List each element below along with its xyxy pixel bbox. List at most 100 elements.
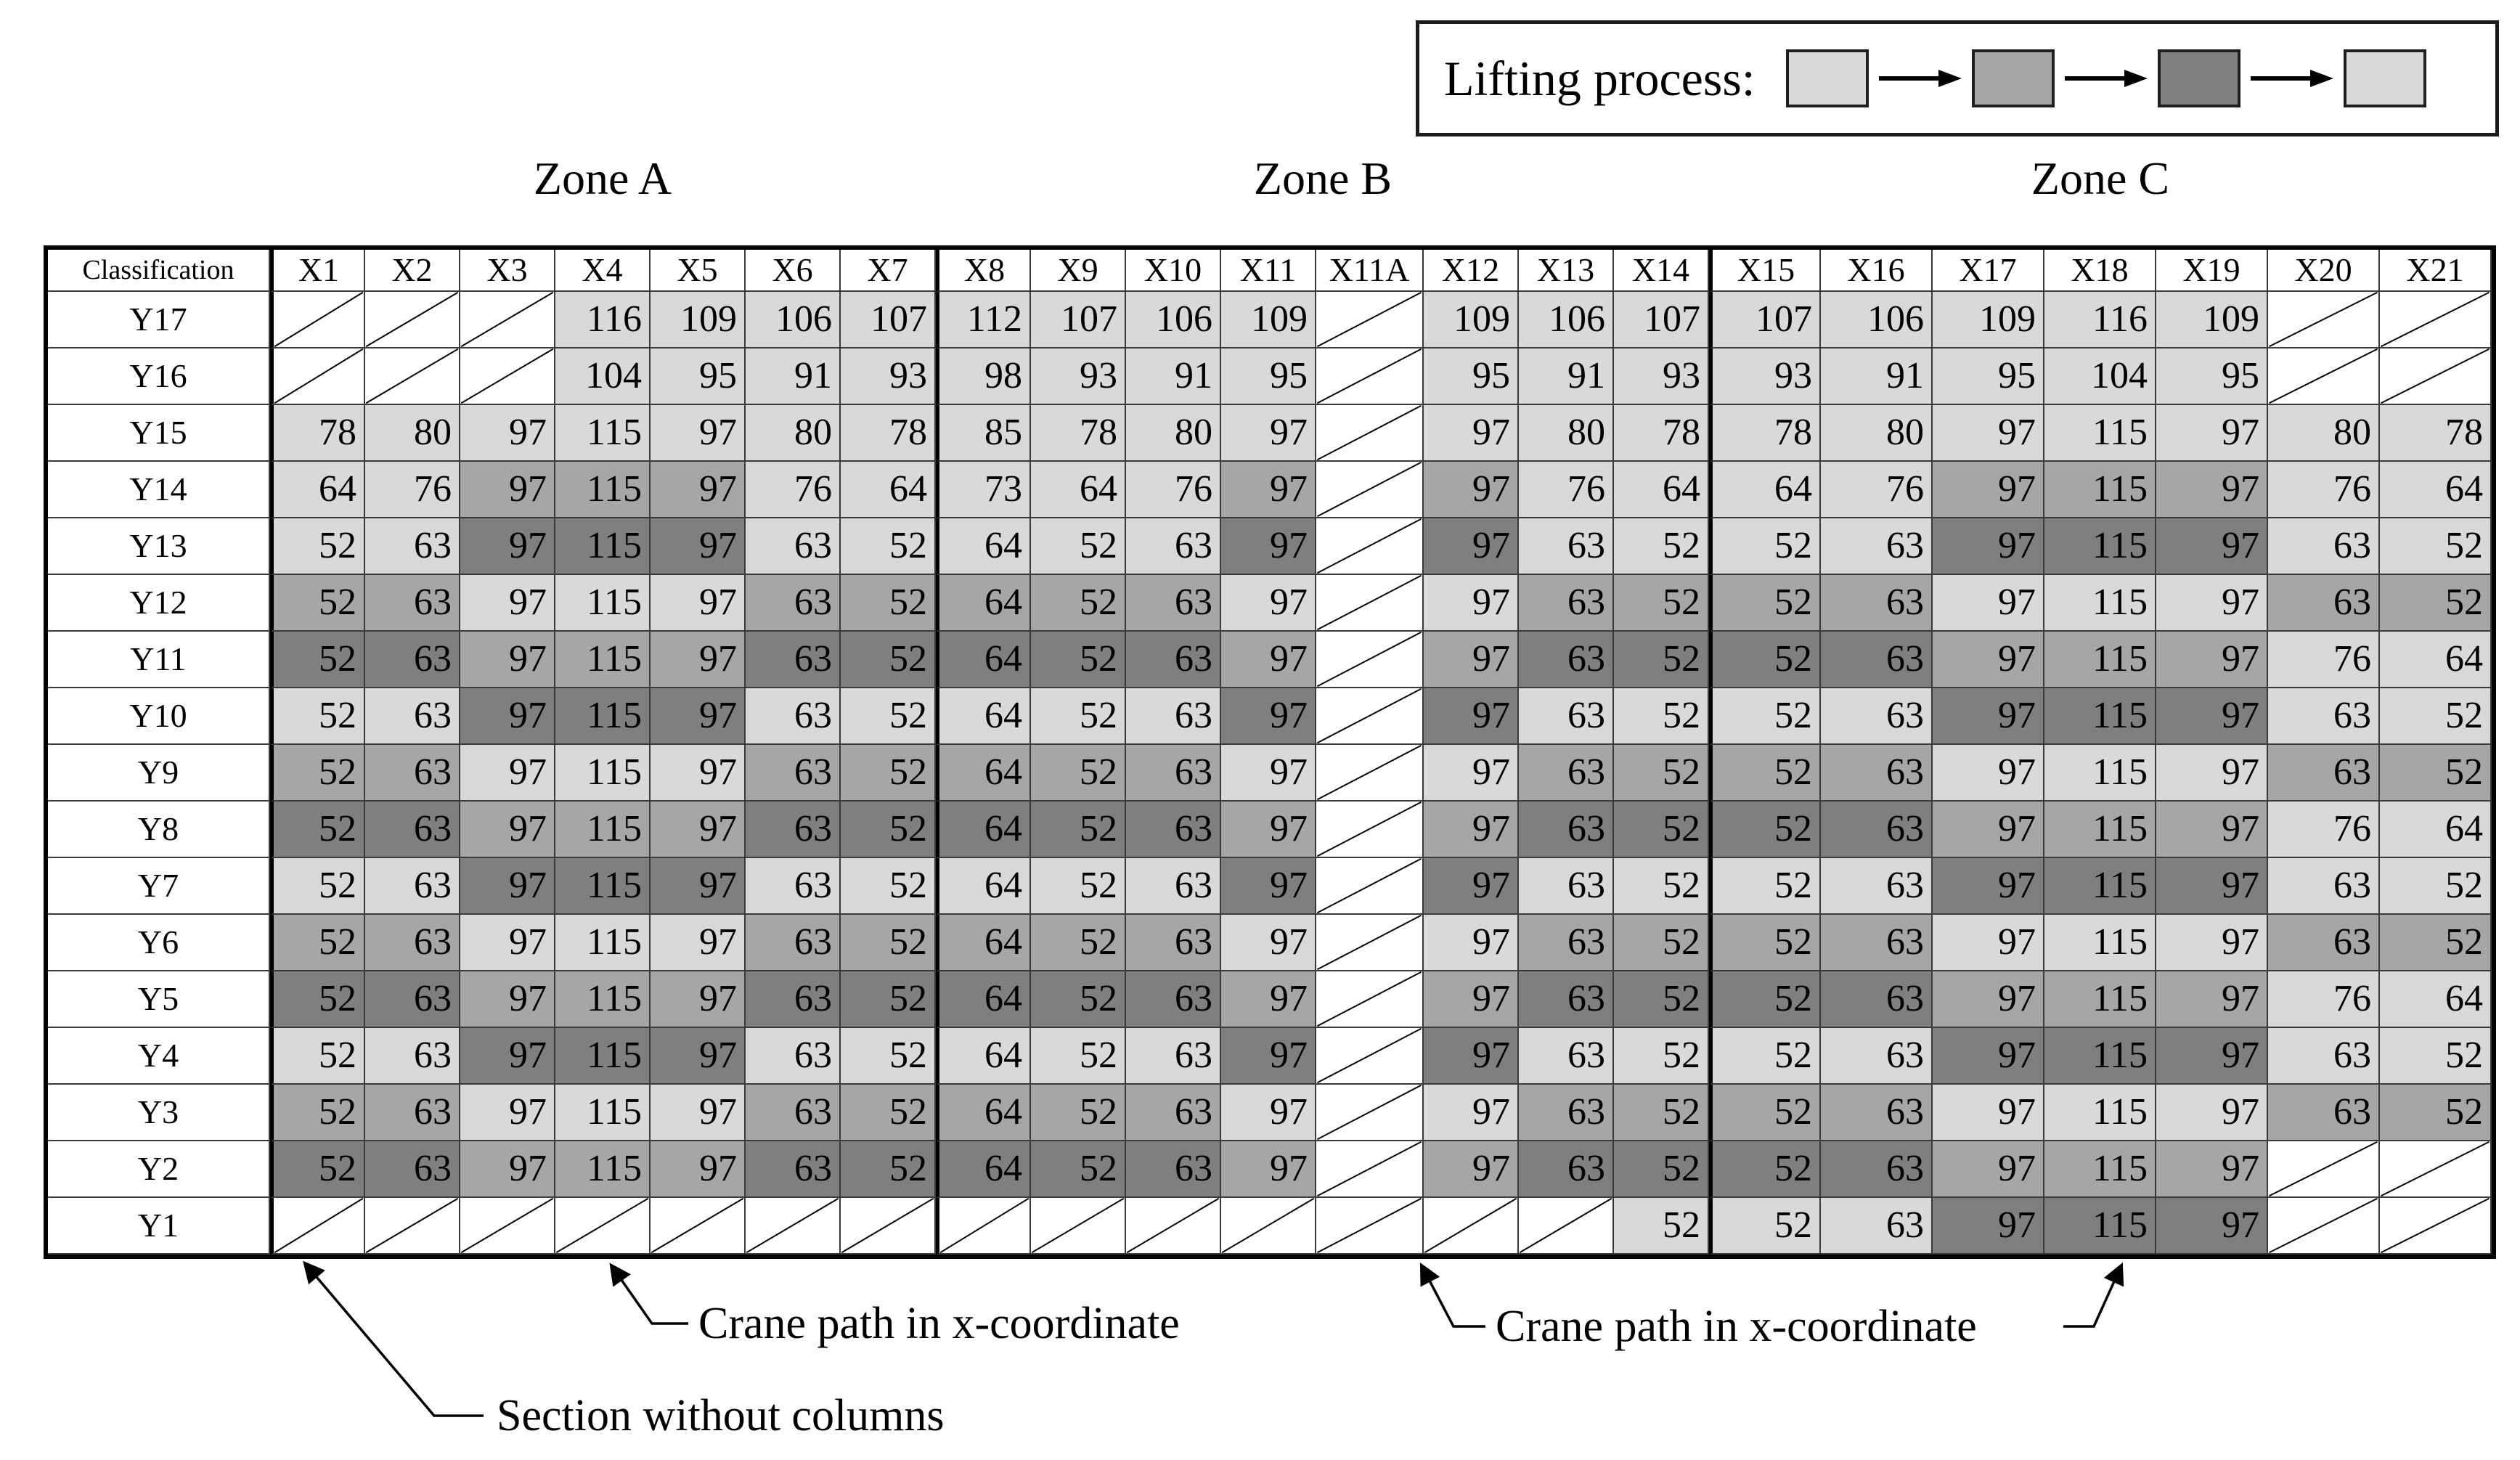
cell-X18-Y2: 115 (2044, 1141, 2156, 1198)
col-header-X21-value: X21 (2406, 251, 2464, 288)
cell-X17-Y1: 97 (1933, 1198, 2044, 1255)
cell-X1-Y4-value: 52 (319, 1035, 356, 1076)
cell-X15-Y4: 52 (1709, 1028, 1821, 1085)
cell-X20-Y4-value: 63 (2333, 1035, 2371, 1076)
cell-X11-Y15-value: 97 (1270, 412, 1308, 453)
cell-X3-Y3: 97 (460, 1085, 555, 1141)
col-header-X19-value: X19 (2182, 251, 2240, 288)
row-header-Y16-value: Y16 (129, 357, 187, 394)
cell-X21-Y12-value: 52 (2445, 582, 2483, 623)
cell-X19-Y4: 97 (2156, 1028, 2268, 1085)
crane-path-right-arrow-left (1419, 1263, 1485, 1328)
cell-X11-Y8-value: 97 (1270, 808, 1308, 849)
cell-X21-Y3: 52 (2380, 1085, 2492, 1141)
cell-X21-Y9-value: 52 (2445, 751, 2483, 793)
cell-X6-Y8-value: 63 (794, 808, 832, 849)
cell-X6-Y15-value: 80 (794, 412, 832, 453)
cell-X2-Y2: 63 (365, 1141, 460, 1198)
cell-X3-Y1 (460, 1198, 555, 1255)
cell-X9-Y14: 64 (1031, 462, 1126, 518)
cell-X13-Y8: 63 (1519, 802, 1614, 858)
cell-X11A-Y17 (1316, 292, 1424, 348)
cell-X12-Y7-value: 97 (1472, 865, 1510, 906)
cell-X13-Y9: 63 (1519, 745, 1614, 802)
cell-X3-Y8: 97 (460, 802, 555, 858)
cell-X2-Y10-value: 63 (414, 695, 452, 736)
cell-X10-Y3: 63 (1126, 1085, 1221, 1141)
cell-X3-Y5-value: 97 (509, 978, 547, 1019)
cell-X11-Y16: 95 (1221, 348, 1316, 405)
cell-X11A-Y9 (1316, 745, 1424, 802)
cell-X14-Y16-value: 93 (1663, 355, 1700, 396)
row-header-Y4-value: Y4 (137, 1037, 179, 1074)
cell-X7-Y13-value: 52 (889, 525, 927, 566)
col-header-X16: X16 (1821, 250, 1933, 292)
cell-X8-Y15: 85 (936, 405, 1031, 462)
cell-X19-Y13: 97 (2156, 518, 2268, 575)
cell-X17-Y16: 95 (1933, 348, 2044, 405)
cell-X9-Y13: 52 (1031, 518, 1126, 575)
cell-X10-Y9: 63 (1126, 745, 1221, 802)
cell-X14-Y5: 52 (1614, 971, 1709, 1028)
row-header-Y7-value: Y7 (137, 867, 179, 904)
cell-X10-Y12-value: 63 (1175, 582, 1212, 623)
cell-X6-Y14: 76 (746, 462, 841, 518)
cell-X8-Y9: 64 (936, 745, 1031, 802)
cell-X4-Y2-value: 115 (586, 1148, 642, 1189)
cell-X6-Y13: 63 (746, 518, 841, 575)
cell-X17-Y17: 109 (1933, 292, 2044, 348)
cell-X11-Y13-value: 97 (1270, 525, 1308, 566)
cell-X14-Y17-value: 107 (1644, 298, 1700, 340)
cell-X7-Y7: 52 (841, 858, 936, 915)
cell-X18-Y17: 116 (2044, 292, 2156, 348)
cell-X21-Y4-value: 52 (2445, 1035, 2483, 1076)
cell-X11-Y4-value: 97 (1270, 1035, 1308, 1076)
hatch-diagonal-icon (274, 1198, 364, 1253)
cell-X14-Y11: 52 (1614, 632, 1709, 688)
cell-X5-Y16-value: 95 (699, 355, 737, 396)
cell-X19-Y17-value: 109 (2203, 298, 2259, 340)
annotation-crane-path-left: Crane path in x-coordinate (698, 1299, 1180, 1348)
cell-X20-Y9: 63 (2268, 745, 2380, 802)
cell-X9-Y9: 52 (1031, 745, 1126, 802)
cell-X3-Y13-value: 97 (509, 525, 547, 566)
cell-X1-Y5-value: 52 (319, 978, 356, 1019)
row-header-Y14: Y14 (48, 462, 270, 518)
cell-X19-Y11: 97 (2156, 632, 2268, 688)
cell-X8-Y11: 64 (936, 632, 1031, 688)
cell-X2-Y5: 63 (365, 971, 460, 1028)
cell-X4-Y14: 115 (555, 462, 651, 518)
cell-X17-Y16-value: 95 (1998, 355, 2036, 396)
cell-X8-Y3: 64 (936, 1085, 1031, 1141)
cell-X12-Y13: 97 (1424, 518, 1519, 575)
cell-X1-Y14: 64 (270, 462, 365, 518)
cell-X16-Y8: 63 (1821, 802, 1933, 858)
cell-X16-Y13-value: 63 (1886, 525, 1924, 566)
cell-X5-Y6: 97 (651, 915, 746, 971)
cell-X6-Y6: 63 (746, 915, 841, 971)
cell-X5-Y12: 97 (651, 575, 746, 632)
cell-X5-Y10: 97 (651, 688, 746, 745)
cell-X10-Y15-value: 80 (1175, 412, 1212, 453)
cell-X2-Y5-value: 63 (414, 978, 452, 1019)
cell-X1-Y5: 52 (270, 971, 365, 1028)
hatch-diagonal-icon (2268, 292, 2378, 347)
cell-X8-Y13: 64 (936, 518, 1031, 575)
cell-X20-Y5-value: 76 (2333, 978, 2371, 1019)
cell-X18-Y5: 115 (2044, 971, 2156, 1028)
cell-X6-Y3-value: 63 (794, 1091, 832, 1133)
cell-X13-Y17-value: 106 (1549, 298, 1605, 340)
cell-X12-Y11-value: 97 (1472, 638, 1510, 680)
hatch-diagonal-icon (1316, 518, 1422, 574)
cell-X19-Y16-value: 95 (2222, 355, 2259, 396)
hatch-diagonal-icon (1316, 1198, 1422, 1253)
cell-X10-Y16: 91 (1126, 348, 1221, 405)
cell-X2-Y3: 63 (365, 1085, 460, 1141)
cell-X7-Y16: 93 (841, 348, 936, 405)
cell-X10-Y5: 63 (1126, 971, 1221, 1028)
col-header-X13: X13 (1519, 250, 1614, 292)
cell-X13-Y1 (1519, 1198, 1614, 1255)
cell-X1-Y6-value: 52 (319, 921, 356, 963)
cell-X4-Y10: 115 (555, 688, 651, 745)
cell-X19-Y6-value: 97 (2222, 921, 2259, 963)
